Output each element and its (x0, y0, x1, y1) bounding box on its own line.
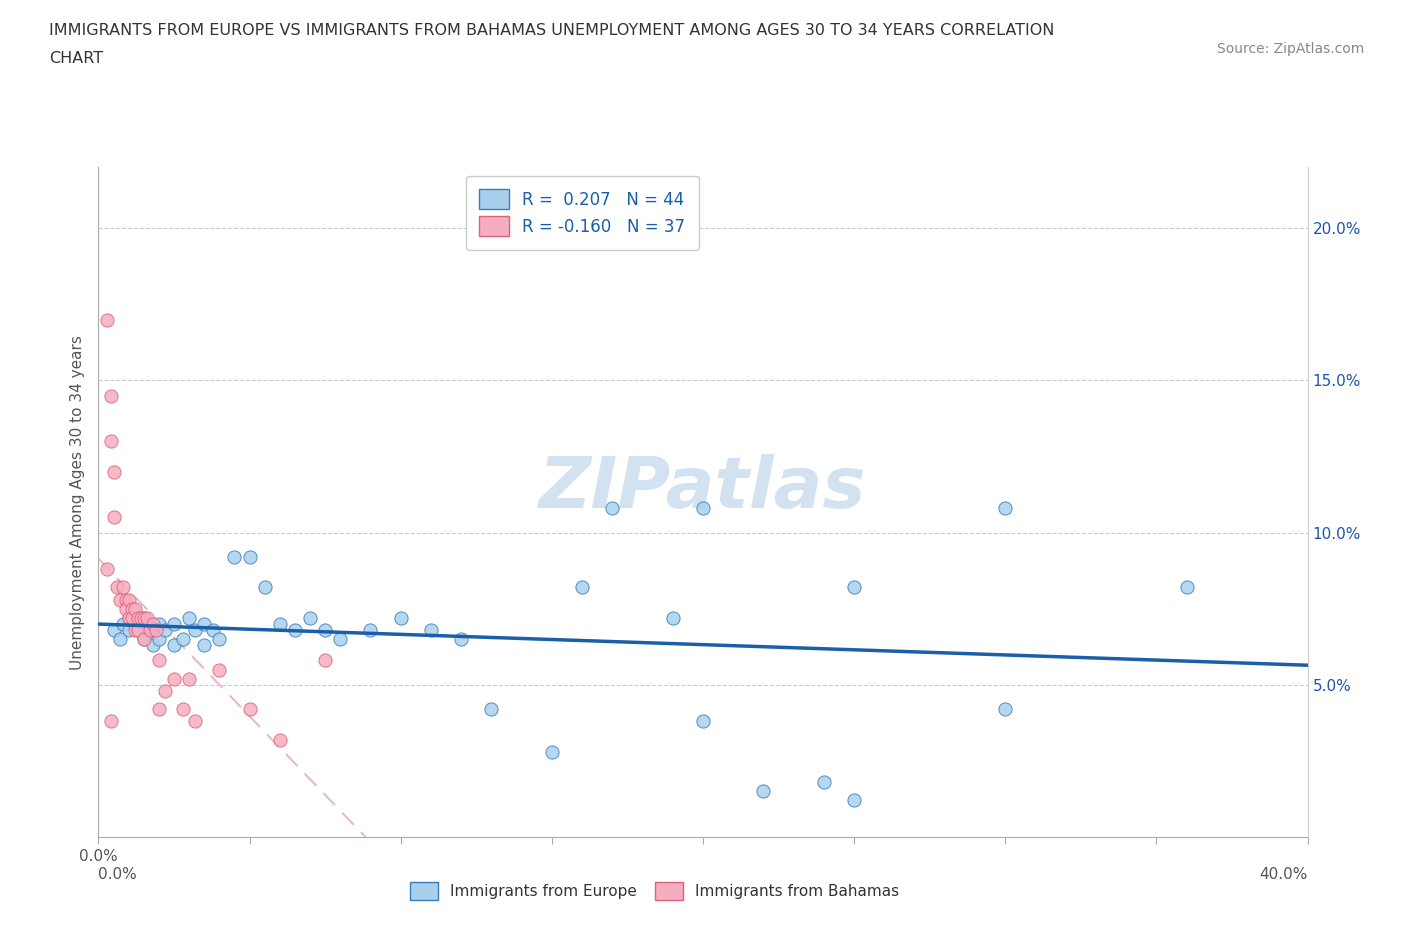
Point (142, 617, 165, 631)
Text: 0.0%: 0.0% (98, 867, 138, 883)
Point (844, 793, 866, 808)
Point (132, 610, 155, 625)
Point (193, 638, 215, 653)
Point (269, 732, 291, 747)
Point (100, 714, 122, 729)
Point (329, 631, 352, 646)
Point (692, 714, 714, 729)
Point (184, 622, 207, 637)
Point (129, 610, 152, 625)
Point (111, 617, 134, 631)
Point (148, 653, 170, 668)
Text: Source: ZipAtlas.com: Source: ZipAtlas.com (1216, 42, 1364, 56)
Point (163, 638, 186, 653)
Point (114, 592, 136, 607)
Point (813, 775, 835, 790)
Point (145, 622, 167, 637)
Point (118, 592, 141, 607)
Point (100, 388, 122, 403)
Point (121, 610, 143, 625)
Point (121, 602, 143, 617)
Point (100, 434, 122, 449)
Point (179, 671, 201, 686)
Point (602, 501, 624, 516)
Point (127, 622, 149, 637)
Point (224, 550, 246, 565)
Point (269, 617, 291, 631)
Text: CHART: CHART (49, 51, 103, 66)
Point (193, 617, 215, 631)
Point (163, 617, 186, 631)
Legend: Immigrants from Europe, Immigrants from Bahamas: Immigrants from Europe, Immigrants from … (404, 875, 905, 907)
Point (103, 510, 125, 525)
Point (389, 610, 412, 625)
Text: IMMIGRANTS FROM EUROPE VS IMMIGRANTS FROM BAHAMAS UNEMPLOYMENT AMONG AGES 30 TO : IMMIGRANTS FROM EUROPE VS IMMIGRANTS FRO… (49, 23, 1054, 38)
Point (139, 622, 162, 637)
Point (202, 622, 225, 637)
Point (118, 622, 141, 637)
Point (111, 580, 134, 595)
Point (148, 617, 170, 631)
Point (239, 702, 262, 717)
Point (299, 610, 322, 625)
Text: ZIPatlas: ZIPatlas (540, 455, 866, 524)
Point (994, 702, 1017, 717)
Point (142, 638, 165, 653)
Point (105, 580, 128, 595)
Point (208, 662, 231, 677)
Point (1175, 580, 1198, 595)
Point (153, 684, 176, 698)
Point (103, 464, 125, 479)
Point (118, 610, 141, 625)
Point (124, 617, 146, 631)
Point (239, 550, 262, 565)
Point (179, 610, 201, 625)
Point (114, 602, 136, 617)
Point (994, 501, 1017, 516)
Point (540, 744, 562, 759)
Point (135, 610, 157, 625)
Point (172, 631, 194, 646)
Point (163, 671, 186, 686)
Point (103, 622, 125, 637)
Point (96, 562, 118, 577)
Point (108, 631, 131, 646)
Point (184, 714, 207, 729)
Point (662, 610, 685, 625)
Point (571, 580, 593, 595)
Point (208, 631, 231, 646)
Point (692, 501, 714, 516)
Point (172, 702, 194, 717)
Point (314, 622, 336, 637)
Point (142, 622, 165, 637)
Point (284, 622, 307, 637)
Point (132, 610, 155, 625)
Point (127, 622, 149, 637)
Point (132, 631, 155, 646)
Point (153, 622, 176, 637)
Point (148, 702, 170, 717)
Text: 40.0%: 40.0% (1260, 867, 1308, 883)
Point (124, 622, 146, 637)
Point (314, 653, 336, 668)
Point (148, 631, 170, 646)
Point (124, 602, 146, 617)
Point (127, 610, 149, 625)
Point (360, 622, 382, 637)
Point (96, 312, 118, 327)
Point (844, 580, 866, 595)
Point (132, 631, 155, 646)
Point (108, 592, 131, 607)
Point (752, 784, 775, 799)
Point (450, 631, 472, 646)
Point (253, 580, 276, 595)
Y-axis label: Unemployment Among Ages 30 to 34 years: Unemployment Among Ages 30 to 34 years (70, 335, 86, 670)
Point (420, 622, 443, 637)
Point (118, 610, 141, 625)
Point (481, 702, 503, 717)
